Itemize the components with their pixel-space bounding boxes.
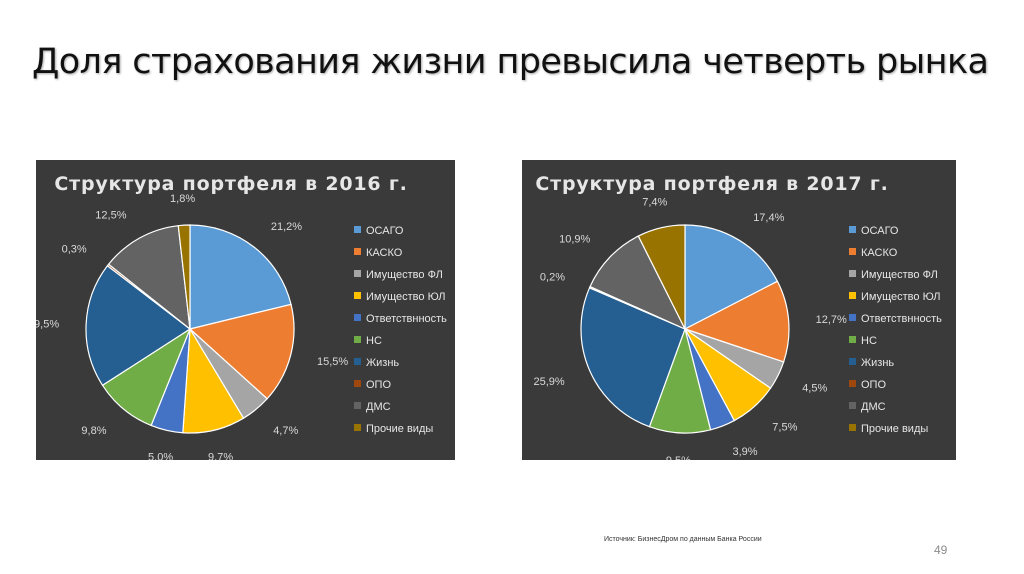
chart-2016-legend-label-vhi: ДМС (366, 401, 391, 413)
chart-2017-data-label-liability: 3,9% (733, 446, 758, 458)
chart-2016-legend-swatch-accident (354, 336, 361, 343)
chart-2016-legend-label-accident: НС (366, 335, 382, 347)
chart-2017-legend-swatch-osago (849, 226, 856, 233)
chart-2017-legend-label-accident: НС (861, 335, 877, 347)
chart-2016-title: Структура портфеля в 2016 г. (54, 173, 407, 195)
chart-2017-title: Структура портфеля в 2017 г. (535, 173, 888, 195)
chart-2016-data-label-osago: 21,2% (271, 221, 302, 233)
chart-2016-data-label-opo: 0,3% (62, 243, 87, 255)
chart-2017-legend-label-opo: ОПО (861, 379, 886, 391)
chart-2016-legend-swatch-other (354, 424, 361, 431)
chart-2017-slice-other (637, 224, 686, 330)
chart-2016-data-label-other: 1,8% (170, 193, 195, 205)
page-number: 49 (934, 543, 948, 557)
chart-2016-legend-swatch-opo (354, 380, 361, 387)
chart-2017-legend-label-osago: ОСАГО (861, 225, 899, 237)
chart-2017-legend-label-liability: Ответствнность (861, 313, 942, 325)
chart-2016-slice-osago (189, 224, 292, 330)
chart-2016-data-label-life: 19,5% (36, 319, 59, 331)
chart-2016-legend-label-property-individuals: Имущество ФЛ (366, 269, 443, 281)
chart-2016-data-label-liability: 5,0% (148, 452, 173, 460)
pie-chart-2017-svg: Структура портфеля в 2017 г. 17,4% 12,7% 4,… (533, 173, 942, 460)
chart-2016-slice-life (85, 264, 192, 387)
chart-2017-legend-label-property-legal: Имущество ЮЛ (861, 291, 940, 303)
chart-2017-legend-label-other: Прочие виды (861, 423, 928, 435)
chart-2017-legend-swatch-accident (849, 336, 856, 343)
chart-2017-legend-swatch-life (849, 358, 856, 365)
chart-2017-data-label-other: 7,4% (642, 197, 667, 209)
chart-2016-legend-swatch-osago (354, 226, 361, 233)
chart-2016-data-label-accident: 9,8% (81, 425, 106, 437)
chart-2017-legend-label-life: Жизнь (861, 357, 894, 369)
chart-2017-slice-kasko (683, 280, 790, 363)
chart-2017-legend-swatch-property-legal (849, 292, 856, 299)
chart-2016-data-label-property-legal: 9,7% (208, 451, 233, 460)
chart-2017-data-label-osago: 17,4% (753, 212, 784, 224)
chart-2016-legend-swatch-liability (354, 314, 361, 321)
chart-2017-data-label-opo: 0,2% (540, 271, 565, 283)
chart-2016-slice-vhi (107, 224, 191, 331)
chart-2017-data-label-vhi: 10,9% (559, 234, 590, 246)
chart-2017-legend-label-kasko: КАСКО (861, 247, 898, 259)
chart-2017-legend-label-vhi: ДМС (861, 401, 886, 413)
chart-2017-data-label-property-individuals: 4,5% (802, 383, 827, 395)
chart-2016-data-label-property-individuals: 4,7% (273, 425, 298, 437)
chart-2017-legend-swatch-property-individuals (849, 270, 856, 277)
chart-2016-data-label-kasko: 15,5% (317, 356, 348, 368)
chart-2016-legend-swatch-property-legal (354, 292, 361, 299)
chart-2016-legend-label-kasko: КАСКО (366, 247, 403, 259)
chart-2017-data-label-property-legal: 7,5% (772, 422, 797, 434)
chart-2017-legend-swatch-opo (849, 380, 856, 387)
pie-chart-2016-svg: Структура портфеля в 2016 г. 21,2% 15,5% 4,… (36, 173, 447, 460)
chart-2016-legend-label-opo: ОПО (366, 379, 391, 391)
chart-2016-data-label-vhi: 12,5% (95, 209, 126, 221)
chart-2016-legend-swatch-property-individuals (354, 270, 361, 277)
chart-2016-legend-label-liability: Ответствнность (366, 313, 447, 325)
chart-2016-legend-swatch-kasko (354, 248, 361, 255)
chart-2016-legend-label-other: Прочие виды (366, 423, 433, 435)
chart-2016-legend-swatch-vhi (354, 402, 361, 409)
chart-2017-legend-swatch-vhi (849, 402, 856, 409)
chart-2017-legend-swatch-liability (849, 314, 856, 321)
chart-2016-slice-other (177, 224, 191, 330)
chart-2016-legend-label-osago: ОСАГО (366, 225, 404, 237)
chart-2017-legend-swatch-kasko (849, 248, 856, 255)
chart-2017-data-label-life: 25,9% (533, 376, 564, 388)
chart-2017-slice-life (580, 287, 686, 428)
pie-chart-2017: Структура портфеля в 2017 г. 17,4% 12,7% 4,… (522, 160, 956, 460)
slide-title: Доля страхования жизни превысила четверт… (32, 42, 989, 82)
chart-2016-legend-label-property-legal: Имущество ЮЛ (366, 291, 445, 303)
chart-2016-slice-kasko (188, 303, 295, 400)
pie-chart-2016: Структура портфеля в 2016 г. 21,2% 15,5% 4,… (36, 160, 455, 460)
chart-2017-slice-vhi (589, 235, 687, 331)
chart-2016-legend-swatch-life (354, 358, 361, 365)
chart-2016-legend-label-life: Жизнь (366, 357, 399, 369)
chart-2017-legend-label-property-individuals: Имущество ФЛ (861, 269, 938, 281)
source-note: Источник: БизнесДром по данным Банка Рос… (604, 536, 762, 543)
chart-2017-slice-osago (684, 224, 779, 330)
chart-2017-legend-swatch-other (849, 424, 856, 431)
chart-2017-data-label-kasko: 12,7% (816, 314, 847, 326)
chart-2017-data-label-accident: 9,5% (666, 455, 691, 460)
